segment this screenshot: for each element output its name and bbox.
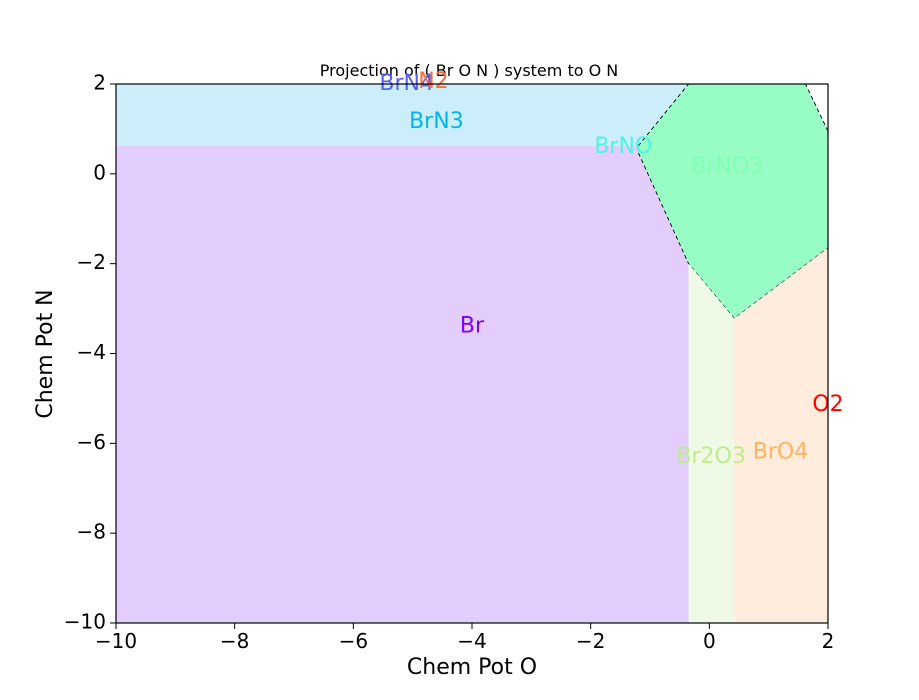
x-tick-label: 0: [703, 629, 716, 653]
x-tick-label: −10: [95, 629, 137, 653]
region-br: [116, 145, 689, 624]
x-axis-label: Chem Pot O: [407, 655, 537, 680]
label-brno: BrNO: [594, 134, 652, 159]
label-br2o3: Br2O3: [676, 444, 745, 469]
y-axis-label: Chem Pot N: [33, 289, 58, 418]
x-tick-label: −2: [576, 629, 605, 653]
y-tick-label: −6: [77, 430, 106, 454]
label-brn3: BrN3: [409, 109, 464, 134]
label-brno3: BrNO3: [691, 154, 763, 179]
y-tick-label: −2: [77, 250, 106, 274]
label-n2: N2: [418, 69, 448, 94]
y-tick-label: 2: [93, 71, 106, 95]
y-tick-label: 0: [93, 160, 106, 184]
region-brn3: [116, 84, 689, 146]
chart-title: Projection of ( Br O N ) system to O N: [320, 61, 618, 80]
x-tick-label: −6: [339, 629, 368, 653]
label-br: Br: [460, 314, 485, 339]
x-axis-ticks: −10 −8 −6 −4 −2 0 2: [95, 623, 834, 653]
y-tick-label: −4: [77, 340, 106, 364]
region-bro4: [734, 247, 828, 623]
label-bro4: BrO4: [753, 439, 808, 464]
x-tick-label: −8: [220, 629, 249, 653]
y-axis-ticks: −10 −8 −6 −4 −2 0 2: [64, 71, 116, 634]
phase-regions: [116, 83, 829, 624]
y-tick-label: −8: [77, 520, 106, 544]
x-tick-label: 2: [822, 629, 835, 653]
region-br2o3: [688, 263, 735, 623]
x-tick-label: −4: [457, 629, 486, 653]
y-tick-label: −10: [64, 610, 106, 634]
